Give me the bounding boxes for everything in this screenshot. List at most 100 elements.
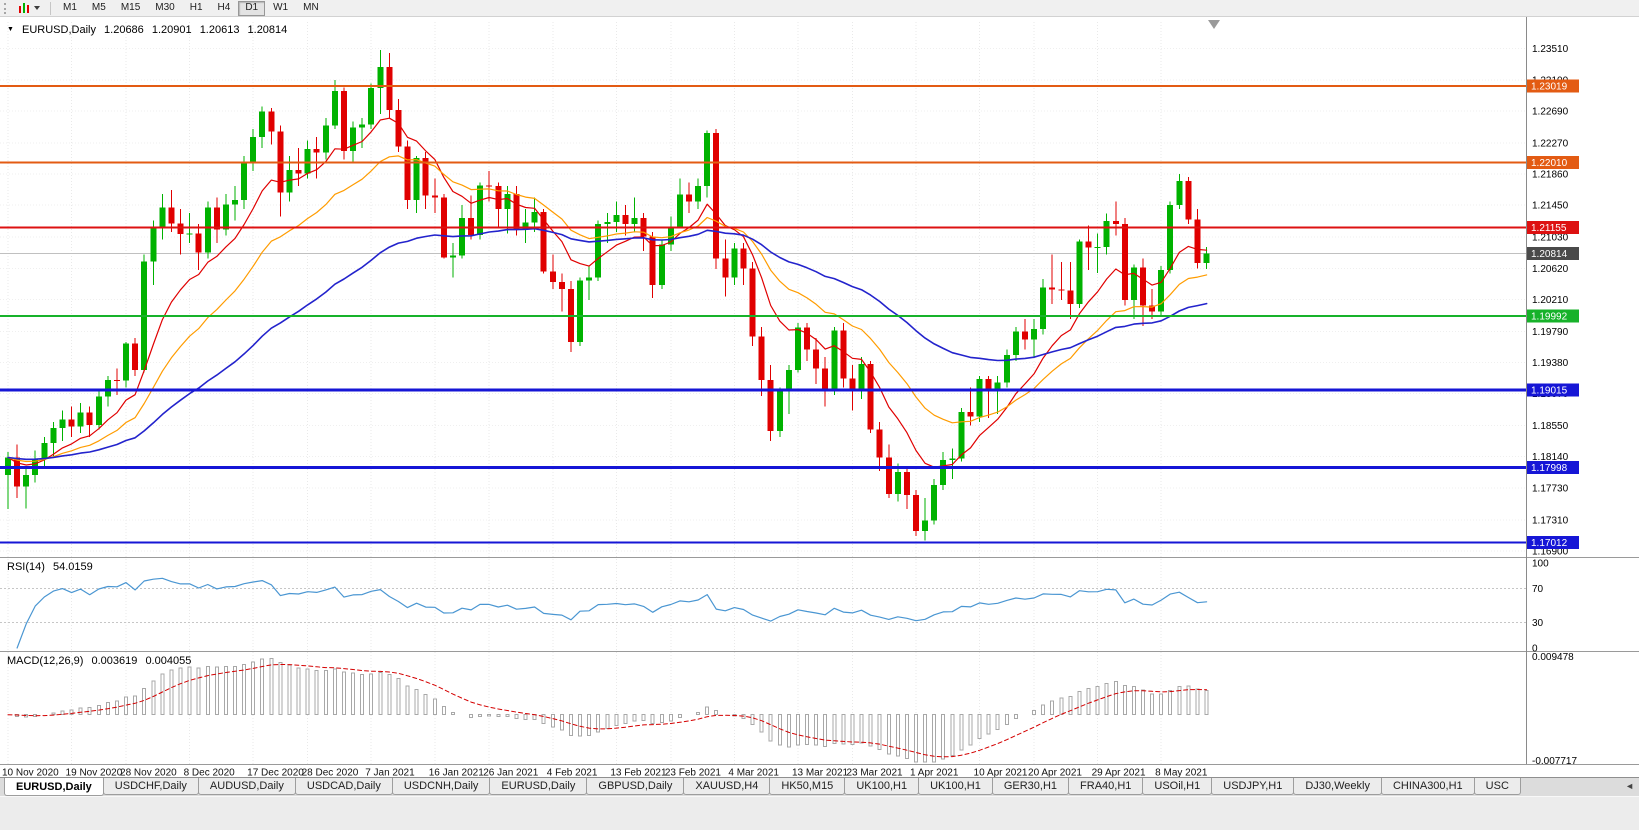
macd-histogram-bar bbox=[142, 688, 147, 716]
candle-body bbox=[1058, 289, 1065, 291]
macd-histogram-bar bbox=[850, 714, 855, 745]
price-chart-canvas[interactable]: 1.235101.231001.226901.222701.218601.214… bbox=[0, 17, 1639, 777]
candle-body bbox=[86, 412, 93, 425]
price-level-tag bbox=[1527, 79, 1579, 93]
timeframe-m15-button[interactable]: M15 bbox=[114, 1, 147, 16]
macd-histogram-bar bbox=[469, 714, 474, 718]
macd-histogram-bar bbox=[1086, 688, 1091, 716]
price-tick-label: 1.19790 bbox=[1532, 327, 1569, 338]
chart-tab[interactable]: USDJPY,H1 bbox=[1211, 778, 1295, 795]
macd-histogram-bar bbox=[296, 667, 301, 716]
macd-histogram-bar bbox=[441, 706, 446, 716]
chart-tab[interactable]: EURUSD,Daily bbox=[4, 778, 104, 796]
candle-body bbox=[232, 199, 238, 205]
ohlc-close: 1.20814 bbox=[247, 24, 288, 36]
timeframe-h4-button[interactable]: H4 bbox=[211, 1, 238, 16]
macd-histogram-bar bbox=[133, 695, 138, 716]
timeframe-m30-button[interactable]: M30 bbox=[148, 1, 181, 16]
candle-body bbox=[731, 248, 738, 278]
chart-tab[interactable]: UK100,H1 bbox=[918, 778, 993, 795]
chart-tab[interactable]: USDCHF,Daily bbox=[102, 778, 199, 795]
macd-histogram-bar bbox=[414, 688, 419, 716]
chart-periods-button[interactable] bbox=[13, 1, 45, 16]
macd-histogram-bar bbox=[1050, 700, 1055, 716]
candle-body bbox=[159, 207, 166, 228]
timeframe-d1-button[interactable]: D1 bbox=[238, 0, 266, 16]
candle-body bbox=[95, 396, 102, 425]
candle-body bbox=[903, 471, 910, 495]
macd-histogram-bar bbox=[768, 714, 773, 742]
candle-body bbox=[967, 411, 974, 417]
chart-tab[interactable]: GER30,H1 bbox=[991, 778, 1070, 795]
candle-body bbox=[422, 158, 429, 196]
date-tick-label: 20 Apr 2021 bbox=[1028, 768, 1082, 778]
chart-tab[interactable]: EURUSD,Daily bbox=[489, 778, 588, 795]
macd-histogram-bar bbox=[805, 714, 810, 745]
macd-histogram-bar bbox=[587, 714, 592, 737]
candle-body bbox=[1149, 305, 1156, 312]
rsi-axis-label: 0 bbox=[1532, 644, 1538, 655]
chart-area[interactable]: 1.235101.231001.226901.222701.218601.214… bbox=[0, 17, 1639, 777]
macd-histogram-bar bbox=[886, 714, 891, 755]
macd-histogram-bar bbox=[450, 711, 455, 716]
chart-tab[interactable]: FRA40,H1 bbox=[1068, 778, 1144, 795]
candle-body bbox=[213, 207, 220, 230]
candle-body bbox=[449, 255, 456, 258]
chart-tab[interactable]: GBPUSD,Daily bbox=[586, 778, 685, 795]
time-axis-scale[interactable] bbox=[0, 765, 1639, 777]
candle-body bbox=[340, 91, 347, 152]
macd-histogram-bar bbox=[1159, 693, 1164, 716]
chart-symbol-ohlc-label: ▼ EURUSD,Daily 1.20686 1.20901 1.20613 1… bbox=[7, 24, 292, 36]
chart-tab[interactable]: CHINA300,H1 bbox=[1380, 778, 1475, 795]
macd-histogram-bar bbox=[496, 714, 501, 718]
macd-histogram-bar bbox=[214, 666, 219, 716]
ohlc-high: 1.20901 bbox=[151, 24, 192, 36]
macd-histogram-bar bbox=[78, 707, 83, 716]
chart-tab[interactable]: DJ30,Weekly bbox=[1293, 778, 1382, 795]
macd-histogram-bar bbox=[714, 710, 719, 716]
macd-histogram-bar bbox=[1077, 691, 1082, 716]
macd-histogram-bar bbox=[269, 658, 274, 716]
macd-histogram-bar bbox=[396, 678, 401, 716]
timeframe-m5-button[interactable]: M5 bbox=[85, 1, 113, 16]
chart-tab[interactable]: USOil,H1 bbox=[1142, 778, 1213, 795]
macd-histogram-bar bbox=[668, 714, 673, 722]
macd-histogram-bar bbox=[487, 714, 492, 717]
timeframe-m1-button[interactable]: M1 bbox=[56, 1, 84, 16]
macd-histogram-bar bbox=[941, 714, 946, 760]
candle-body bbox=[522, 222, 529, 230]
candle-body bbox=[304, 148, 311, 174]
candle-body bbox=[540, 212, 547, 272]
candle-body bbox=[459, 218, 465, 256]
macd-signal-line bbox=[7, 664, 1208, 758]
candle-body bbox=[749, 268, 756, 337]
candle-body bbox=[168, 207, 175, 224]
chart-tab[interactable]: AUDUSD,Daily bbox=[197, 778, 296, 795]
chart-tab[interactable]: USDCAD,Daily bbox=[294, 778, 393, 795]
chart-tab[interactable]: USDCNH,Daily bbox=[391, 778, 491, 795]
rsi-axis-label: 100 bbox=[1532, 559, 1549, 570]
macd-histogram-bar bbox=[823, 714, 828, 748]
candle-body bbox=[1012, 331, 1019, 355]
timeframe-mn-button[interactable]: MN bbox=[296, 1, 326, 16]
date-tick-label: 10 Nov 2020 bbox=[2, 768, 59, 778]
price-axis-scale[interactable] bbox=[1527, 17, 1639, 764]
candle-body bbox=[676, 194, 683, 227]
chart-tab[interactable]: XAUUSD,H4 bbox=[683, 778, 771, 795]
chart-shift-icon[interactable] bbox=[1208, 20, 1220, 29]
timeframe-w1-button[interactable]: W1 bbox=[266, 1, 295, 16]
chart-tab[interactable]: UK100,H1 bbox=[844, 778, 920, 795]
macd-histogram-bar bbox=[1177, 685, 1182, 716]
macd-histogram-bar bbox=[1104, 682, 1109, 716]
candle-body bbox=[822, 368, 829, 392]
candle-body bbox=[704, 132, 711, 187]
timeframe-h1-button[interactable]: H1 bbox=[183, 1, 210, 16]
candle-body bbox=[359, 124, 366, 128]
chart-tab[interactable]: USC bbox=[1473, 778, 1521, 795]
toolbar-drag-handle[interactable] bbox=[4, 2, 9, 14]
date-tick-label: 23 Feb 2021 bbox=[665, 768, 722, 778]
macd-histogram-bar bbox=[1041, 704, 1046, 716]
price-level-tag-text: 1.22010 bbox=[1531, 158, 1568, 169]
chart-tab[interactable]: HK50,M15 bbox=[769, 778, 846, 795]
tab-scroll-left-button[interactable]: ◄ bbox=[1622, 781, 1637, 791]
